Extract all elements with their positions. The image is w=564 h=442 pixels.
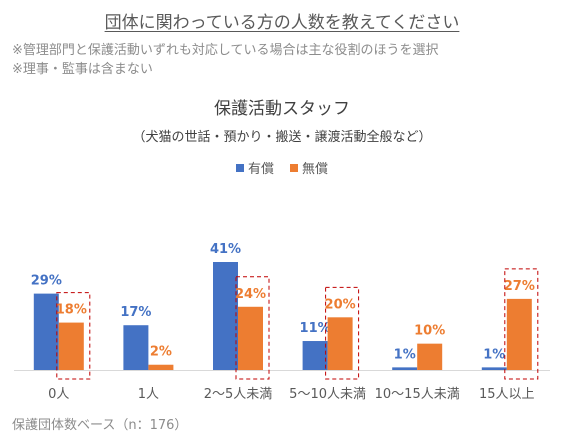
data-label-paid-3: 11% — [300, 321, 331, 336]
x-tick-label-5: 15人以上 — [479, 387, 535, 402]
x-tick-label-0: 0人 — [48, 387, 69, 402]
data-label-paid-1: 17% — [120, 305, 151, 320]
bar-paid-5 — [481, 367, 507, 370]
bar-unpaid-1 — [148, 364, 174, 370]
bar-paid-1 — [123, 325, 149, 370]
note-line-2: ※理事・監事は含まない — [12, 62, 153, 77]
legend-item-unpaid: 無償 — [290, 158, 328, 177]
bar-paid-0 — [33, 293, 59, 370]
legend-label-paid: 有償 — [247, 162, 274, 177]
bar-unpaid-4 — [417, 343, 443, 370]
chart-title: 保護活動スタッフ — [214, 99, 350, 119]
data-label-paid-5: 1% — [483, 347, 505, 362]
highlight-box-2 — [235, 276, 270, 380]
x-tick-label-3: 5〜10人未満 — [289, 387, 366, 402]
x-tick-label-1: 1人 — [138, 387, 159, 402]
data-label-unpaid-3: 20% — [325, 297, 356, 312]
x-tick-label-4: 10〜15人未満 — [375, 387, 460, 402]
footnote: 保護団体数ベース（n：176） — [12, 418, 188, 433]
chart-subtitle: （犬猫の世話・預かり・搬送・譲渡活動全般など） — [132, 130, 432, 145]
data-label-unpaid-1: 2% — [150, 345, 172, 360]
bar-unpaid-5 — [506, 298, 532, 370]
bar-paid-2 — [213, 262, 238, 370]
data-label-unpaid-0: 18% — [56, 303, 87, 318]
bar-unpaid-2 — [238, 306, 263, 370]
legend-swatch-unpaid — [290, 163, 298, 172]
legend-item-paid: 有償 — [235, 158, 274, 177]
bar-paid-3 — [302, 341, 328, 370]
highlight-box-3 — [325, 286, 360, 380]
data-label-paid-4: 1% — [394, 347, 416, 362]
highlight-box-0 — [56, 292, 91, 380]
highlight-box-5 — [504, 268, 539, 380]
bar-unpaid-3 — [327, 317, 353, 370]
data-label-unpaid-5: 27% — [504, 279, 535, 294]
bar-unpaid-0 — [58, 322, 84, 370]
legend-label-unpaid: 無償 — [302, 162, 329, 177]
data-label-paid-0: 29% — [31, 274, 62, 289]
note-line-1: ※管理部門と保護活動いずれも対応している場合は主な役割のほうを選択 — [12, 43, 439, 58]
bar-paid-4 — [392, 367, 418, 370]
legend-swatch-paid — [235, 163, 244, 172]
page-title: 団体に関わっている方の人数を教えてください — [104, 13, 460, 33]
legend: 有償 無償 — [0, 158, 564, 177]
data-label-paid-2: 41% — [210, 242, 241, 257]
x-tick-label-2: 2〜5人未満 — [204, 387, 273, 402]
data-label-unpaid-4: 10% — [414, 324, 445, 339]
data-label-unpaid-2: 24% — [235, 287, 266, 302]
